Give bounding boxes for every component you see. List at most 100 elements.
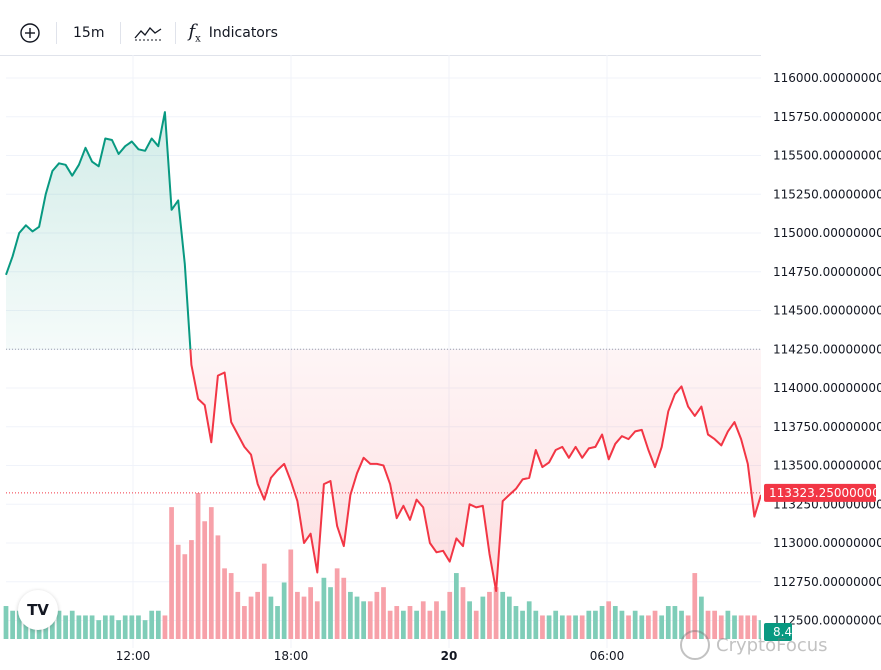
line-chart-icon: [134, 26, 162, 40]
volume-bar: [129, 615, 135, 639]
volume-bar: [612, 606, 618, 639]
volume-bar: [394, 606, 400, 639]
volume-bar: [76, 615, 82, 639]
volume-bar: [169, 507, 174, 639]
price-line-down: [189, 349, 762, 592]
area-above-baseline: [6, 112, 191, 350]
price-scale-label: 114500.00000000: [773, 304, 881, 318]
volume-bar: [116, 620, 121, 639]
volume-bar: [473, 610, 479, 639]
volume-bar: [619, 610, 625, 639]
volume-bar: [248, 596, 254, 639]
time-axis-label: 18:00: [274, 649, 309, 663]
volume-bar: [308, 587, 314, 639]
volume-bar: [155, 610, 161, 639]
volume-bar: [480, 596, 486, 639]
volume-bar: [228, 573, 234, 639]
price-chart[interactable]: 116000.00000000 115750.00000000 115500.000…: [0, 55, 881, 670]
volume-bar: [189, 540, 194, 639]
price-scale-label: 116000.00000000: [773, 71, 881, 85]
volume-bar: [175, 544, 181, 639]
volume-bar: [520, 610, 525, 639]
volume-bar: [235, 591, 241, 639]
price-line-up: [5, 111, 192, 350]
time-axis-label: 12:00: [116, 649, 151, 663]
watermark: CryptoFocus: [680, 630, 828, 660]
add-symbol-button[interactable]: [8, 17, 52, 49]
volume-bar: [526, 601, 532, 639]
baseline-areas: [6, 112, 761, 591]
volume-bar: [328, 587, 333, 639]
time-axis-label: 06:00: [590, 649, 625, 663]
volume-bar: [69, 610, 75, 639]
volume-bar: [321, 577, 327, 639]
volume-bar: [639, 615, 645, 639]
volume-bar: [83, 615, 88, 639]
time-axis-background: [0, 648, 761, 670]
volume-bar: [573, 615, 578, 639]
volume-bar: [354, 596, 360, 639]
price-scale-label: 113750.00000000: [773, 420, 881, 434]
volume-bar: [23, 615, 29, 639]
volume-bar: [579, 615, 585, 639]
chart-type-button[interactable]: [125, 17, 171, 49]
price-scale-label: 115500.00000000: [773, 149, 881, 163]
volume-tag: [764, 623, 792, 641]
volume-bar: [626, 615, 631, 639]
volume-bar: [586, 610, 592, 639]
volume-bar: [665, 606, 671, 639]
current-price-label: 113323.25000000: [769, 486, 880, 500]
volume-bar: [361, 601, 366, 639]
volume-bar: [334, 568, 340, 639]
volume-bar: [685, 615, 691, 639]
volume-bar: [414, 610, 419, 639]
volume-bar: [506, 596, 512, 639]
volume-bar: [652, 610, 658, 639]
price-scale-label: 115250.00000000: [773, 187, 881, 201]
volume-bar: [387, 610, 393, 639]
volume-bar: [440, 610, 446, 639]
volume-bar: [553, 610, 559, 639]
toolbar-separator: [56, 21, 57, 44]
volume-bar: [533, 610, 539, 639]
volume-bar: [56, 610, 62, 639]
volume-bar: [566, 615, 572, 639]
tradingview-logo[interactable]: TV: [18, 590, 58, 630]
volume-bar: [381, 587, 386, 639]
volume-bar: [632, 610, 638, 639]
indicators-label: Indicators: [208, 24, 278, 41]
volume-bar: [420, 601, 426, 639]
time-axis-label: 20: [441, 649, 458, 663]
price-scale-label: 114250.00000000: [773, 342, 881, 356]
volume-bar: [752, 615, 757, 639]
price-scale-label: 113000.00000000: [773, 536, 881, 550]
volume-bar: [96, 620, 102, 639]
volume-bar: [725, 610, 731, 639]
volume-bar: [705, 610, 711, 639]
price-scale-label: 112500.00000000: [773, 614, 881, 628]
interval-button[interactable]: 15m: [73, 24, 105, 41]
indicators-button[interactable]: fx Indicators: [180, 17, 285, 49]
volume-bar: [208, 507, 214, 639]
volume-bar: [738, 615, 744, 639]
volume-bar: [182, 554, 188, 639]
volume-bar: [434, 601, 439, 639]
price-series: [5, 111, 762, 592]
volume-bar: [242, 606, 247, 639]
volume-bar: [314, 601, 320, 639]
volume-bar: [712, 610, 718, 639]
volume-bar: [718, 615, 724, 639]
volume-bar: [407, 606, 413, 639]
volume-bar: [301, 596, 307, 639]
volume-bar: [275, 606, 280, 639]
volume-bar: [500, 591, 506, 639]
volume-bar: [467, 601, 472, 639]
volume-bar: [513, 606, 519, 639]
volume-bar: [102, 615, 108, 639]
watermark-text: CryptoFocus: [716, 634, 828, 656]
volume-bar: [89, 615, 95, 639]
volume-bar: [255, 591, 261, 639]
toolbar-separator: [120, 21, 122, 44]
fx-icon: fx: [188, 20, 201, 45]
volume-bar: [401, 610, 406, 639]
